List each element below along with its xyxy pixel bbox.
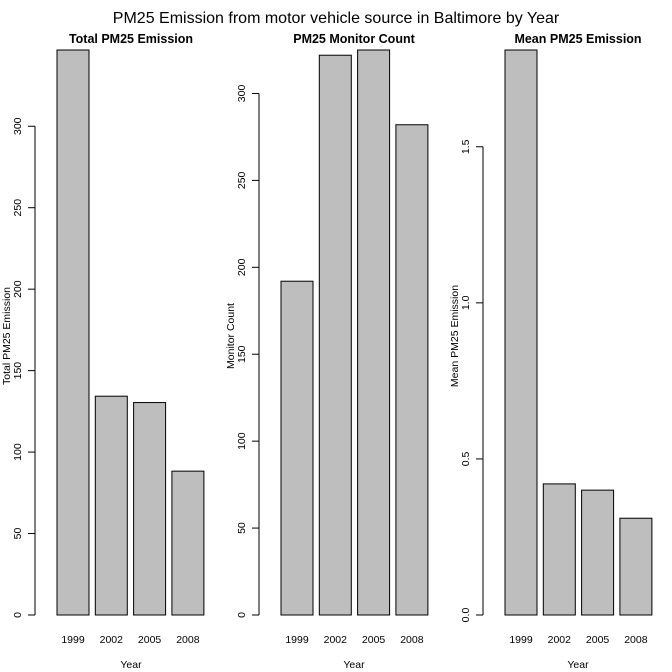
x-tick-label: 1999 (285, 634, 309, 646)
x-tick-label: 2002 (548, 634, 572, 646)
chart-panels: Total PM25 Emission 1999 2002 2005 2008 0 50 10… (1, 32, 653, 671)
chart-panel-3: Mean PM25 Emission 1999 2002 2005 2008 0.0 0.5… (449, 32, 653, 671)
y-tick-label: 300 (236, 85, 248, 103)
x-tick-label: 2005 (586, 634, 610, 646)
y-axis-label: Mean PM25 Emission (449, 285, 461, 387)
bar-1999 (280, 280, 314, 616)
x-tick-label: 2002 (100, 634, 124, 646)
y-tick-label: 0 (236, 612, 248, 618)
chart-panel-2: PM25 Monitor Count 1999 2002 2005 2008 0 50 100… (225, 32, 429, 671)
bar-2005 (581, 489, 615, 616)
x-tick-label: 2008 (624, 634, 648, 646)
x-tick-label: 2005 (138, 634, 162, 646)
y-tick-label: 300 (12, 117, 24, 135)
bar-2008 (395, 124, 429, 616)
y-tick-label: 1.0 (460, 295, 472, 310)
y-tick-label: 150 (236, 345, 248, 363)
y-tick-label: 200 (236, 258, 248, 276)
y-tick-label: 100 (12, 443, 24, 461)
x-tick-label: 1999 (61, 634, 85, 646)
x-tick-label: 2008 (176, 634, 200, 646)
x-tick-label: 2005 (362, 634, 386, 646)
chart-panel-1: Total PM25 Emission 1999 2002 2005 2008 0 50 10… (1, 32, 205, 671)
x-tick-label: 1999 (509, 634, 533, 646)
y-axis-label: Monitor Count (225, 303, 237, 369)
x-axis-label: Year (120, 659, 142, 671)
y-tick-label: 0.5 (460, 451, 472, 466)
x-tick-label: 2002 (324, 634, 348, 646)
bar-2002 (542, 483, 576, 616)
bar-1999 (56, 49, 90, 616)
bar-1999 (504, 49, 538, 616)
bar-2002 (318, 54, 352, 616)
y-tick-label: 0 (12, 612, 24, 618)
y-tick-label: 200 (12, 280, 24, 298)
x-tick-label: 2008 (400, 634, 424, 646)
y-tick-label: 250 (236, 171, 248, 189)
y-tick-label: 0.0 (460, 608, 472, 623)
y-tick-label: 250 (12, 199, 24, 217)
y-tick-label: 150 (12, 362, 24, 380)
bar-2008 (171, 470, 205, 616)
panel-title: Total PM25 Emission (69, 32, 193, 46)
y-tick-label: 50 (236, 522, 248, 534)
bar-2008 (619, 517, 653, 616)
figure-title: PM25 Emission from motor vehicle source … (113, 10, 560, 27)
panel-title: Mean PM25 Emission (514, 32, 641, 46)
y-tick-label: 50 (12, 528, 24, 540)
y-tick-label: 1.5 (460, 139, 472, 154)
panel-title: PM25 Monitor Count (293, 32, 415, 46)
bar-2005 (133, 402, 167, 616)
bar-2002 (94, 395, 128, 616)
x-axis-label: Year (343, 659, 365, 671)
y-tick-label: 100 (236, 432, 248, 450)
bar-2005 (357, 49, 391, 616)
y-axis-label: Total PM25 Emission (1, 287, 13, 385)
x-axis-label: Year (567, 659, 589, 671)
